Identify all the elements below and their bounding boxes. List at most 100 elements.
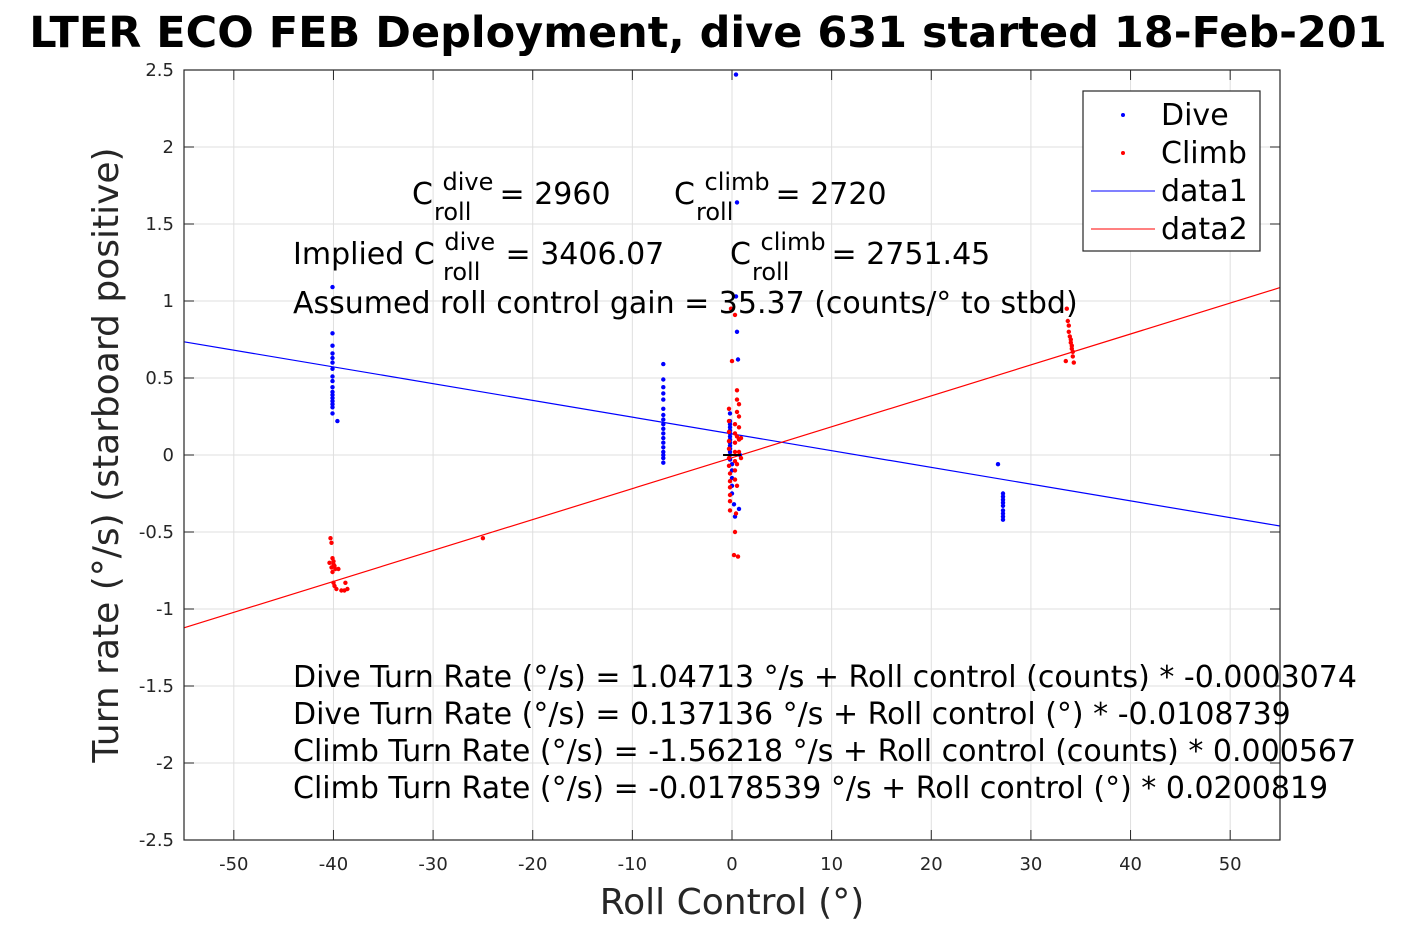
dive-point — [995, 462, 1001, 467]
y-tick-label: -1 — [156, 599, 174, 620]
legend-marker-dive — [1121, 113, 1125, 117]
y-tick-label: -1.5 — [139, 676, 174, 697]
y-tick-label: 0.5 — [145, 368, 174, 389]
dive-point — [733, 294, 739, 299]
climb-point — [726, 406, 732, 411]
climb-point — [738, 435, 744, 441]
annotation-cclimb-c: C — [674, 177, 695, 212]
x-tick-label: -30 — [418, 854, 447, 875]
climb-point — [336, 566, 341, 572]
dive-point — [330, 402, 335, 407]
dive-point — [661, 440, 666, 445]
climb-point — [329, 540, 334, 545]
dive-point — [736, 506, 742, 512]
y-tick-label: 2 — [163, 137, 174, 158]
dive-point — [1000, 503, 1006, 508]
annotation-implied-climb-value: = 2751.45 — [822, 237, 990, 272]
climb-point — [1068, 337, 1074, 342]
annotation-implied-climb-c: C — [730, 237, 751, 272]
x-tick-label: 40 — [1119, 854, 1142, 875]
dive-point — [661, 449, 666, 455]
x-tick-label: 0 — [726, 854, 737, 875]
dive-point — [330, 392, 335, 398]
climb-point — [732, 440, 738, 445]
dive-point — [661, 426, 666, 431]
climb-point — [734, 483, 740, 488]
climb-point — [327, 560, 332, 565]
annotation-cclimb: C climb roll = 2720 — [674, 163, 887, 228]
climb-point — [726, 463, 732, 468]
y-tick-label: 1.5 — [145, 214, 174, 235]
dive-point — [727, 411, 733, 416]
annotation-implied-sub: roll — [443, 258, 480, 286]
dive-point — [661, 412, 666, 418]
dive-point — [330, 395, 335, 401]
climb-point — [731, 552, 737, 558]
dive-point — [330, 360, 335, 365]
annotation-fit-line-1: Dive Turn Rate (°/s) = 1.04713 °/s + Rol… — [293, 660, 1357, 695]
climb-point — [726, 446, 732, 451]
climb-point — [330, 569, 335, 575]
dive-point — [661, 377, 666, 382]
climb-point — [732, 312, 738, 318]
dive-point — [661, 391, 666, 396]
climb-point — [732, 422, 738, 427]
dive-point — [330, 374, 335, 379]
annotation-implied-dive: Implied C dive roll = 3406.07 — [293, 223, 664, 288]
legend-label-data1: data1 — [1161, 174, 1248, 209]
x-tick-label: -40 — [319, 854, 348, 875]
climb-point — [1065, 318, 1071, 324]
y-tick-label: -0.5 — [139, 522, 174, 543]
climb-point — [728, 306, 734, 311]
x-tick-label: 30 — [1019, 854, 1042, 875]
climb-point — [733, 511, 739, 516]
dive-point — [661, 435, 666, 441]
dive-point — [735, 357, 741, 362]
climb-point — [736, 414, 742, 419]
climb-point — [732, 468, 738, 473]
data-points — [327, 72, 1077, 593]
dive-point — [661, 422, 666, 427]
climb-point — [727, 492, 733, 498]
climb-point — [1070, 349, 1076, 354]
legend-marker-climb — [1121, 151, 1125, 155]
dive-point — [330, 366, 335, 371]
climb-point — [343, 580, 348, 585]
dive-point — [330, 331, 335, 336]
dive-point — [661, 397, 666, 402]
dive-point — [661, 452, 666, 458]
annotation-gain: Assumed roll control gain = 35.37 (count… — [293, 286, 1078, 321]
climb-point — [727, 479, 733, 484]
dive-point — [661, 460, 666, 465]
dive-point — [734, 329, 740, 334]
dive-point — [734, 200, 740, 205]
climb-point — [726, 429, 732, 435]
climb-point — [334, 586, 339, 592]
climb-point — [1071, 360, 1077, 365]
annotations: C dive roll = 2960 C climb roll = 2720 I… — [293, 163, 1357, 806]
climb-point — [727, 499, 733, 504]
legend-box — [1082, 90, 1261, 252]
dive-point — [661, 455, 666, 461]
climb-point — [732, 477, 738, 482]
dive-point — [330, 351, 335, 356]
dive-point — [661, 361, 666, 367]
climb-point — [727, 485, 733, 490]
climb-point — [738, 455, 744, 461]
climb-point — [345, 586, 350, 592]
climb-point — [727, 471, 733, 476]
annotation-cclimb-value: = 2720 — [766, 177, 887, 212]
annotation-implied-prefix: Implied C — [293, 237, 435, 272]
x-axis-label: Roll Control (°) — [600, 882, 865, 923]
dive-point — [661, 431, 666, 436]
chart-title: LTER ECO FEB Deployment, dive 631 starte… — [29, 8, 1387, 58]
annotation-cclimb-sub: roll — [696, 198, 733, 226]
climb-point — [726, 438, 732, 444]
y-tick-label: 1 — [163, 291, 174, 312]
climb-point — [480, 536, 486, 541]
annotation-implied-sup: dive — [444, 228, 495, 256]
dive-point — [1000, 491, 1006, 496]
annotation-cdive: C dive roll = 2960 — [412, 163, 611, 228]
dive-point — [335, 418, 340, 424]
climb-point — [736, 402, 742, 407]
